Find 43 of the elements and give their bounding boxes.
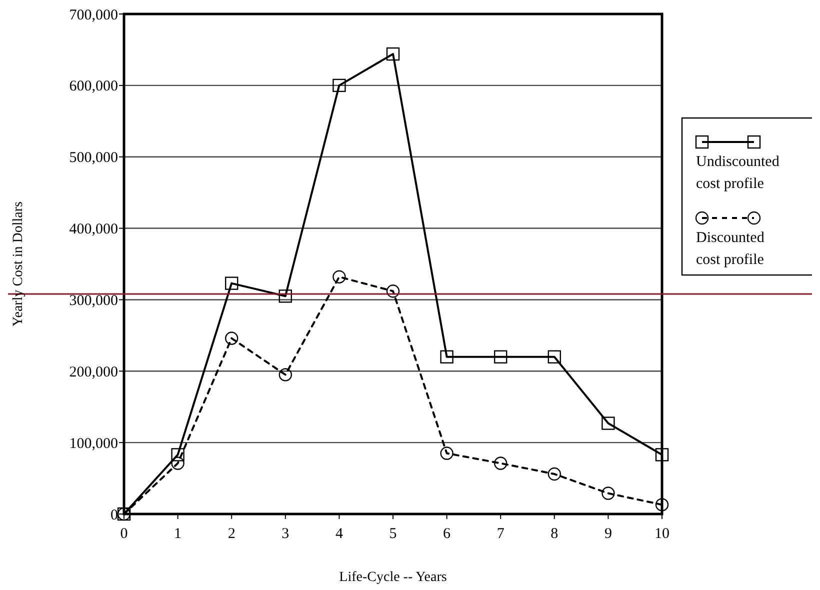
- x-tick-label: 4: [335, 526, 344, 542]
- point: [494, 350, 508, 364]
- point: [602, 486, 615, 500]
- y-tick-label: 700,000: [69, 7, 118, 24]
- point: [225, 276, 238, 290]
- x-tick-label: 1: [174, 526, 182, 542]
- x-tick-label: 2: [228, 526, 236, 542]
- point: [171, 456, 184, 470]
- x-tick-label: 6: [443, 526, 452, 542]
- y-tick-label: 200,000: [69, 364, 118, 380]
- point: [440, 350, 454, 364]
- x-tick-label: 0: [120, 526, 128, 542]
- x-tick-label: 7: [496, 526, 505, 542]
- point: [225, 332, 238, 345]
- y-tick-label: 400,000: [69, 222, 118, 238]
- point: [440, 446, 454, 460]
- point: [602, 416, 615, 430]
- y-tick-label: 0: [110, 507, 118, 524]
- x-tick-label: 10: [654, 526, 670, 542]
- legend-label: Undiscounted cost profile: [696, 154, 780, 192]
- point: [548, 467, 561, 481]
- point: [655, 448, 669, 462]
- x-axis-title: Life-Cycle -- Years: [339, 570, 447, 585]
- point: [332, 78, 346, 92]
- x-tick-label: 9: [604, 526, 612, 542]
- point: [386, 284, 400, 298]
- x-tick-label: 8: [550, 526, 558, 542]
- point: [386, 47, 400, 61]
- y-tick-label: 600,000: [69, 78, 118, 95]
- point: [171, 448, 184, 462]
- point: [278, 368, 292, 382]
- legend-label: Discounted cost profile: [696, 230, 765, 268]
- x-tick-label: 3: [282, 526, 290, 542]
- point: [494, 456, 508, 470]
- point: [655, 498, 669, 512]
- y-tick-label: 500,000: [69, 150, 118, 166]
- x-tick-label: 5: [389, 526, 397, 542]
- y-axis-title: Yearly Cost in Dollars: [11, 202, 26, 326]
- point: [332, 270, 346, 284]
- y-tick-label: 100,000: [69, 436, 118, 452]
- point: [548, 350, 561, 364]
- point: [278, 290, 292, 303]
- y-tick-label: 300,000: [69, 292, 118, 309]
